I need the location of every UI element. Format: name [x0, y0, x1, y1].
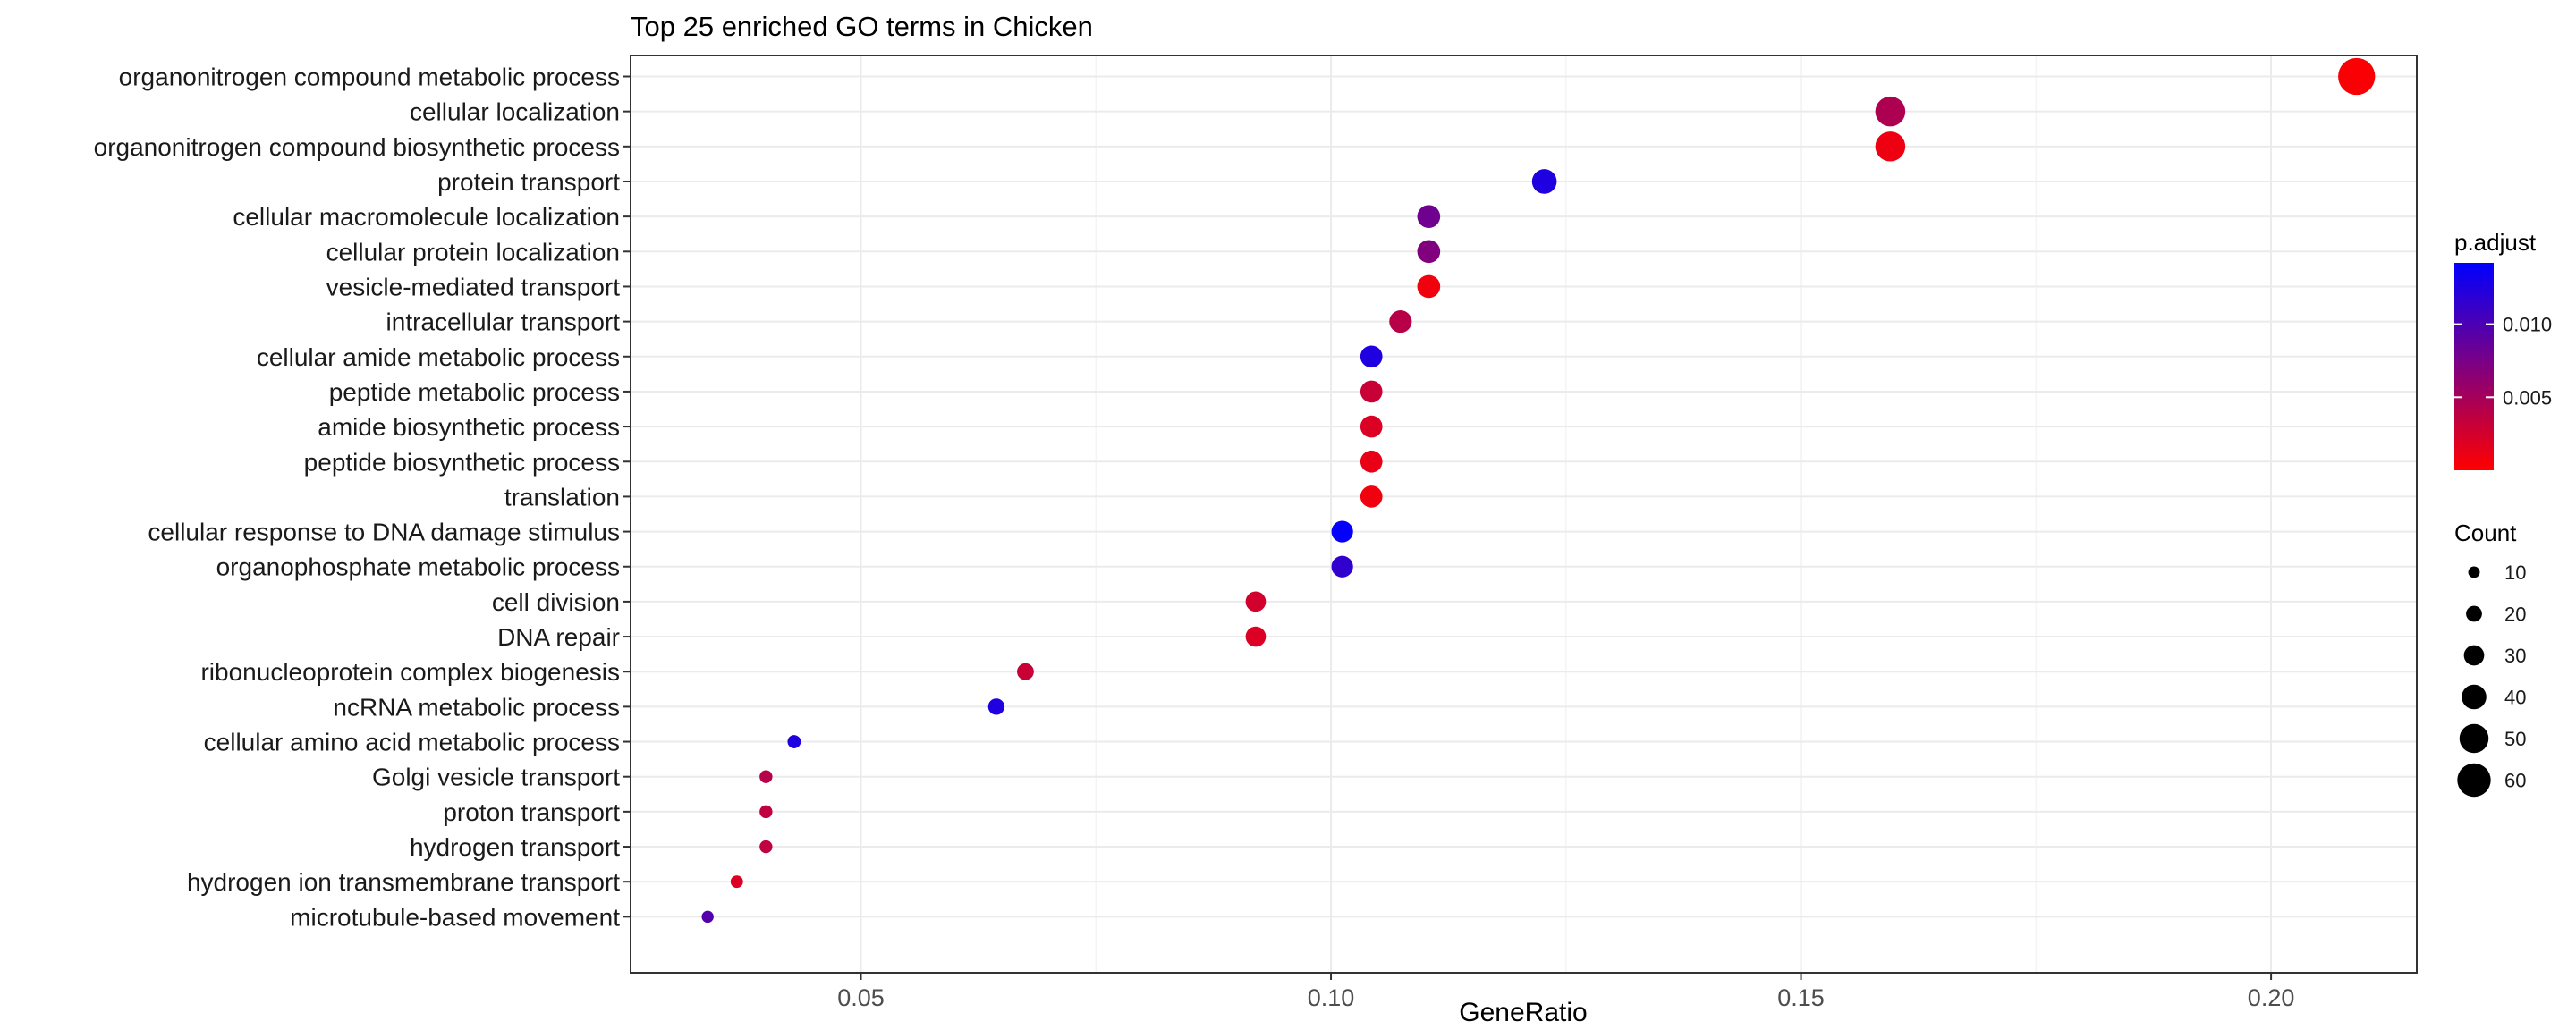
data-point: [787, 735, 801, 748]
data-point: [1360, 450, 1383, 473]
y-tick-label: proton transport: [443, 798, 620, 826]
size-legend-key: [2468, 566, 2480, 578]
y-tick-label: intracellular transport: [386, 308, 621, 336]
y-axis: organonitrogen compound metabolic proces…: [94, 63, 631, 931]
y-tick-label: vesicle-mediated transport: [326, 273, 621, 300]
data-point: [1389, 310, 1412, 333]
y-tick-label: organophosphate metabolic process: [216, 553, 620, 581]
y-tick-label: translation: [504, 483, 620, 511]
y-tick-label: peptide biosynthetic process: [304, 448, 620, 476]
x-tick-label: 0.05: [837, 984, 885, 1011]
y-tick-label: Golgi vesicle transport: [372, 764, 620, 791]
size-legend-label: 40: [2504, 687, 2526, 709]
y-tick-label: cellular protein localization: [326, 238, 620, 266]
data-point: [1360, 345, 1383, 368]
y-tick-label: organonitrogen compound metabolic proces…: [119, 63, 620, 90]
data-point: [759, 770, 773, 783]
x-axis-title: GeneRatio: [1459, 998, 1587, 1027]
y-tick-label: protein transport: [437, 168, 620, 196]
y-tick-label: amide biosynthetic process: [318, 413, 620, 441]
y-tick-label: hydrogen ion transmembrane transport: [187, 868, 620, 896]
data-point: [1531, 169, 1557, 194]
size-legend-label: 50: [2504, 728, 2526, 750]
y-tick-label: ribonucleoprotein complex biogenesis: [200, 658, 620, 686]
size-legend-label: 20: [2504, 604, 2526, 626]
y-tick-label: cellular amino acid metabolic process: [204, 729, 620, 756]
data-point: [1360, 415, 1383, 438]
data-point: [1245, 591, 1267, 612]
p-adjust-legend-title: p.adjust: [2454, 229, 2537, 256]
y-tick-label: DNA repair: [497, 623, 620, 651]
data-point: [1360, 485, 1383, 508]
y-tick-label: peptide metabolic process: [329, 378, 620, 406]
data-point: [759, 805, 773, 819]
data-point: [730, 875, 743, 889]
plot-panel: [630, 55, 2418, 974]
minor-gridlines: [1095, 55, 2038, 973]
data-point: [1017, 663, 1034, 680]
size-legend-label: 60: [2504, 770, 2526, 792]
count-legend-title: Count: [2454, 519, 2517, 546]
y-tick-label: cell division: [492, 588, 620, 616]
data-point: [1417, 240, 1441, 264]
data-point: [1417, 274, 1441, 299]
y-tick-label: cellular macromolecule localization: [233, 203, 620, 231]
y-tick-label: cellular response to DNA damage stimulus: [148, 519, 620, 546]
count-legend: Count 10 20 30 40 50 60: [2454, 519, 2526, 798]
y-tick-label: organonitrogen compound biosynthetic pro…: [94, 133, 620, 161]
chart-title: Top 25 enriched GO terms in Chicken: [631, 11, 1093, 42]
data-point: [2338, 57, 2376, 96]
size-legend-key: [2457, 763, 2491, 798]
data-point: [1331, 520, 1353, 543]
p-adjust-colorbar: [2454, 263, 2494, 470]
y-tick-label: hydrogen transport: [410, 833, 620, 861]
y-tick-label: microtubule-based movement: [290, 903, 620, 931]
size-legend-label: 30: [2504, 645, 2526, 667]
data-point: [1875, 96, 1906, 127]
x-tick-label: 0.20: [2248, 984, 2295, 1011]
x-tick-label: 0.10: [1308, 984, 1355, 1011]
data-point: [1360, 380, 1383, 403]
y-tick-label: ncRNA metabolic process: [333, 693, 620, 721]
p-adjust-legend: p.adjust 0.005 0.010: [2454, 229, 2552, 470]
size-legend-label: 10: [2504, 561, 2526, 584]
major-gridlines: [631, 55, 2417, 973]
data-point: [701, 910, 714, 924]
x-tick-label: 0.15: [1777, 984, 1825, 1011]
data-points: [701, 57, 2376, 924]
data-point: [1245, 626, 1267, 647]
data-point: [759, 840, 773, 854]
size-legend-key: [2462, 684, 2487, 710]
y-tick-label: cellular localization: [410, 98, 620, 126]
colorbar-label: 0.005: [2503, 386, 2552, 409]
x-axis: 0.05 0.10 0.15 0.20: [837, 973, 2294, 1011]
data-point: [1331, 555, 1353, 578]
size-legend-key: [2466, 605, 2482, 622]
data-point: [1417, 205, 1441, 228]
y-tick-label: cellular amide metabolic process: [257, 343, 620, 371]
size-legend-key: [2463, 645, 2485, 666]
colorbar-label: 0.010: [2503, 314, 2552, 336]
size-legend-key: [2459, 723, 2489, 754]
data-point: [987, 698, 1005, 715]
data-point: [1875, 131, 1906, 162]
